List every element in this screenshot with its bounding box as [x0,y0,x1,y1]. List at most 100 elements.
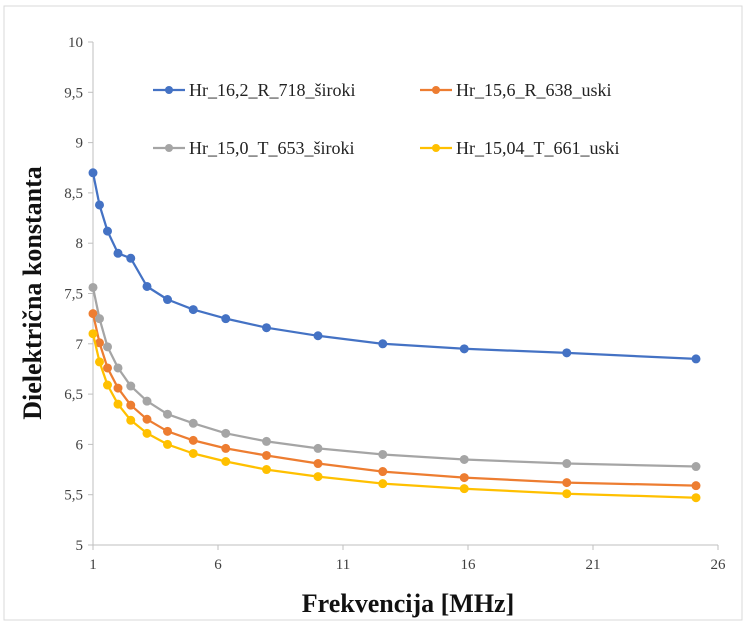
data-point [562,489,572,499]
data-point [378,479,388,489]
legend-entry: Hr_15,0_T_653_široki [153,138,355,158]
y-axis-title: Dielektrična konstanta [18,166,47,420]
data-point [126,400,136,410]
data-point [126,253,136,263]
data-point [221,314,231,324]
data-point [103,342,112,352]
legend-entry: Hr_15,04_T_661_uski [420,138,620,158]
data-point [378,467,388,477]
series-3 [88,329,701,503]
data-point [103,363,112,373]
x-tick-label: 6 [214,557,222,573]
data-point [262,436,271,446]
data-point [163,439,172,449]
series-2 [88,282,701,472]
legend-label: Hr_16,2_R_718_široki [189,80,356,100]
data-point [459,473,469,483]
y-tick-label: 9,5 [64,85,83,101]
data-point [691,493,701,503]
data-point [142,414,152,424]
legend-label: Hr_15,0_T_653_široki [189,138,355,158]
y-tick-label: 10 [68,35,83,51]
series-1 [88,309,701,491]
data-point [142,396,152,406]
data-point [221,428,231,438]
data-point [88,282,98,292]
data-point [313,459,323,469]
legend-label: Hr_15,6_R_638_uski [456,80,612,100]
y-tick-label: 8 [76,236,84,252]
chart-frame [3,5,743,621]
data-point [691,481,701,491]
y-tick-label: 5,5 [64,488,83,504]
data-point [188,418,198,428]
data-point [262,465,271,475]
data-point [221,443,231,453]
data-point [113,399,123,409]
y-tick-label: 9 [76,136,84,152]
data-point [163,409,172,419]
data-point [95,200,104,210]
data-point [188,305,198,315]
x-axis-title: Frekvencija [MHz] [302,589,515,618]
data-point [142,281,152,291]
y-tick-label: 7 [76,337,84,353]
data-point [221,457,231,467]
data-point [459,484,469,494]
legend-entry: Hr_15,6_R_638_uski [420,80,612,100]
data-point [378,449,388,459]
data-point [126,415,136,425]
data-point [95,357,104,367]
data-point [126,381,136,391]
legend: Hr_16,2_R_718_široki Hr_15,6_R_638_uski Hr… [153,80,620,158]
legend-entry: Hr_16,2_R_718_široki [153,80,356,100]
data-point [88,309,98,319]
data-point [313,443,323,453]
y-tick-label: 8,5 [64,186,83,202]
x-tick-label: 21 [586,557,601,573]
data-point [562,478,572,488]
legend-marker-swatch [165,144,173,152]
data-point [313,472,323,482]
data-point [188,448,198,458]
x-tick-label: 1 [89,557,97,573]
data-point [113,363,123,373]
data-point [459,344,469,354]
series-layer [88,168,701,503]
data-point [95,314,104,324]
data-point [313,331,323,341]
data-point [88,168,98,178]
legend-label: Hr_15,04_T_661_uski [456,138,620,158]
data-point [88,329,98,339]
x-tick-label: 11 [336,557,350,573]
data-point [691,354,701,364]
x-tick-label: 16 [461,557,477,573]
data-point [163,295,172,305]
data-point [262,450,271,460]
data-point [103,226,112,236]
data-point [562,459,572,469]
data-point [103,380,112,390]
data-point [163,426,172,436]
y-tick-label: 6,5 [64,387,83,403]
data-point [113,383,123,393]
series-0 [88,168,701,364]
x-tick-label: 26 [711,557,727,573]
data-point [378,339,388,349]
data-point [262,323,271,333]
y-tick-label: 7,5 [64,287,83,303]
legend-marker-swatch [432,86,440,94]
data-point [691,462,701,472]
legend-marker-swatch [165,86,173,94]
y-tick-label: 5 [76,538,84,554]
data-point [142,428,152,438]
data-point [188,435,198,445]
data-point [562,348,572,358]
data-point [459,454,469,464]
y-tick-label: 6 [76,437,84,453]
data-point [113,248,123,258]
legend-marker-swatch [432,144,440,152]
